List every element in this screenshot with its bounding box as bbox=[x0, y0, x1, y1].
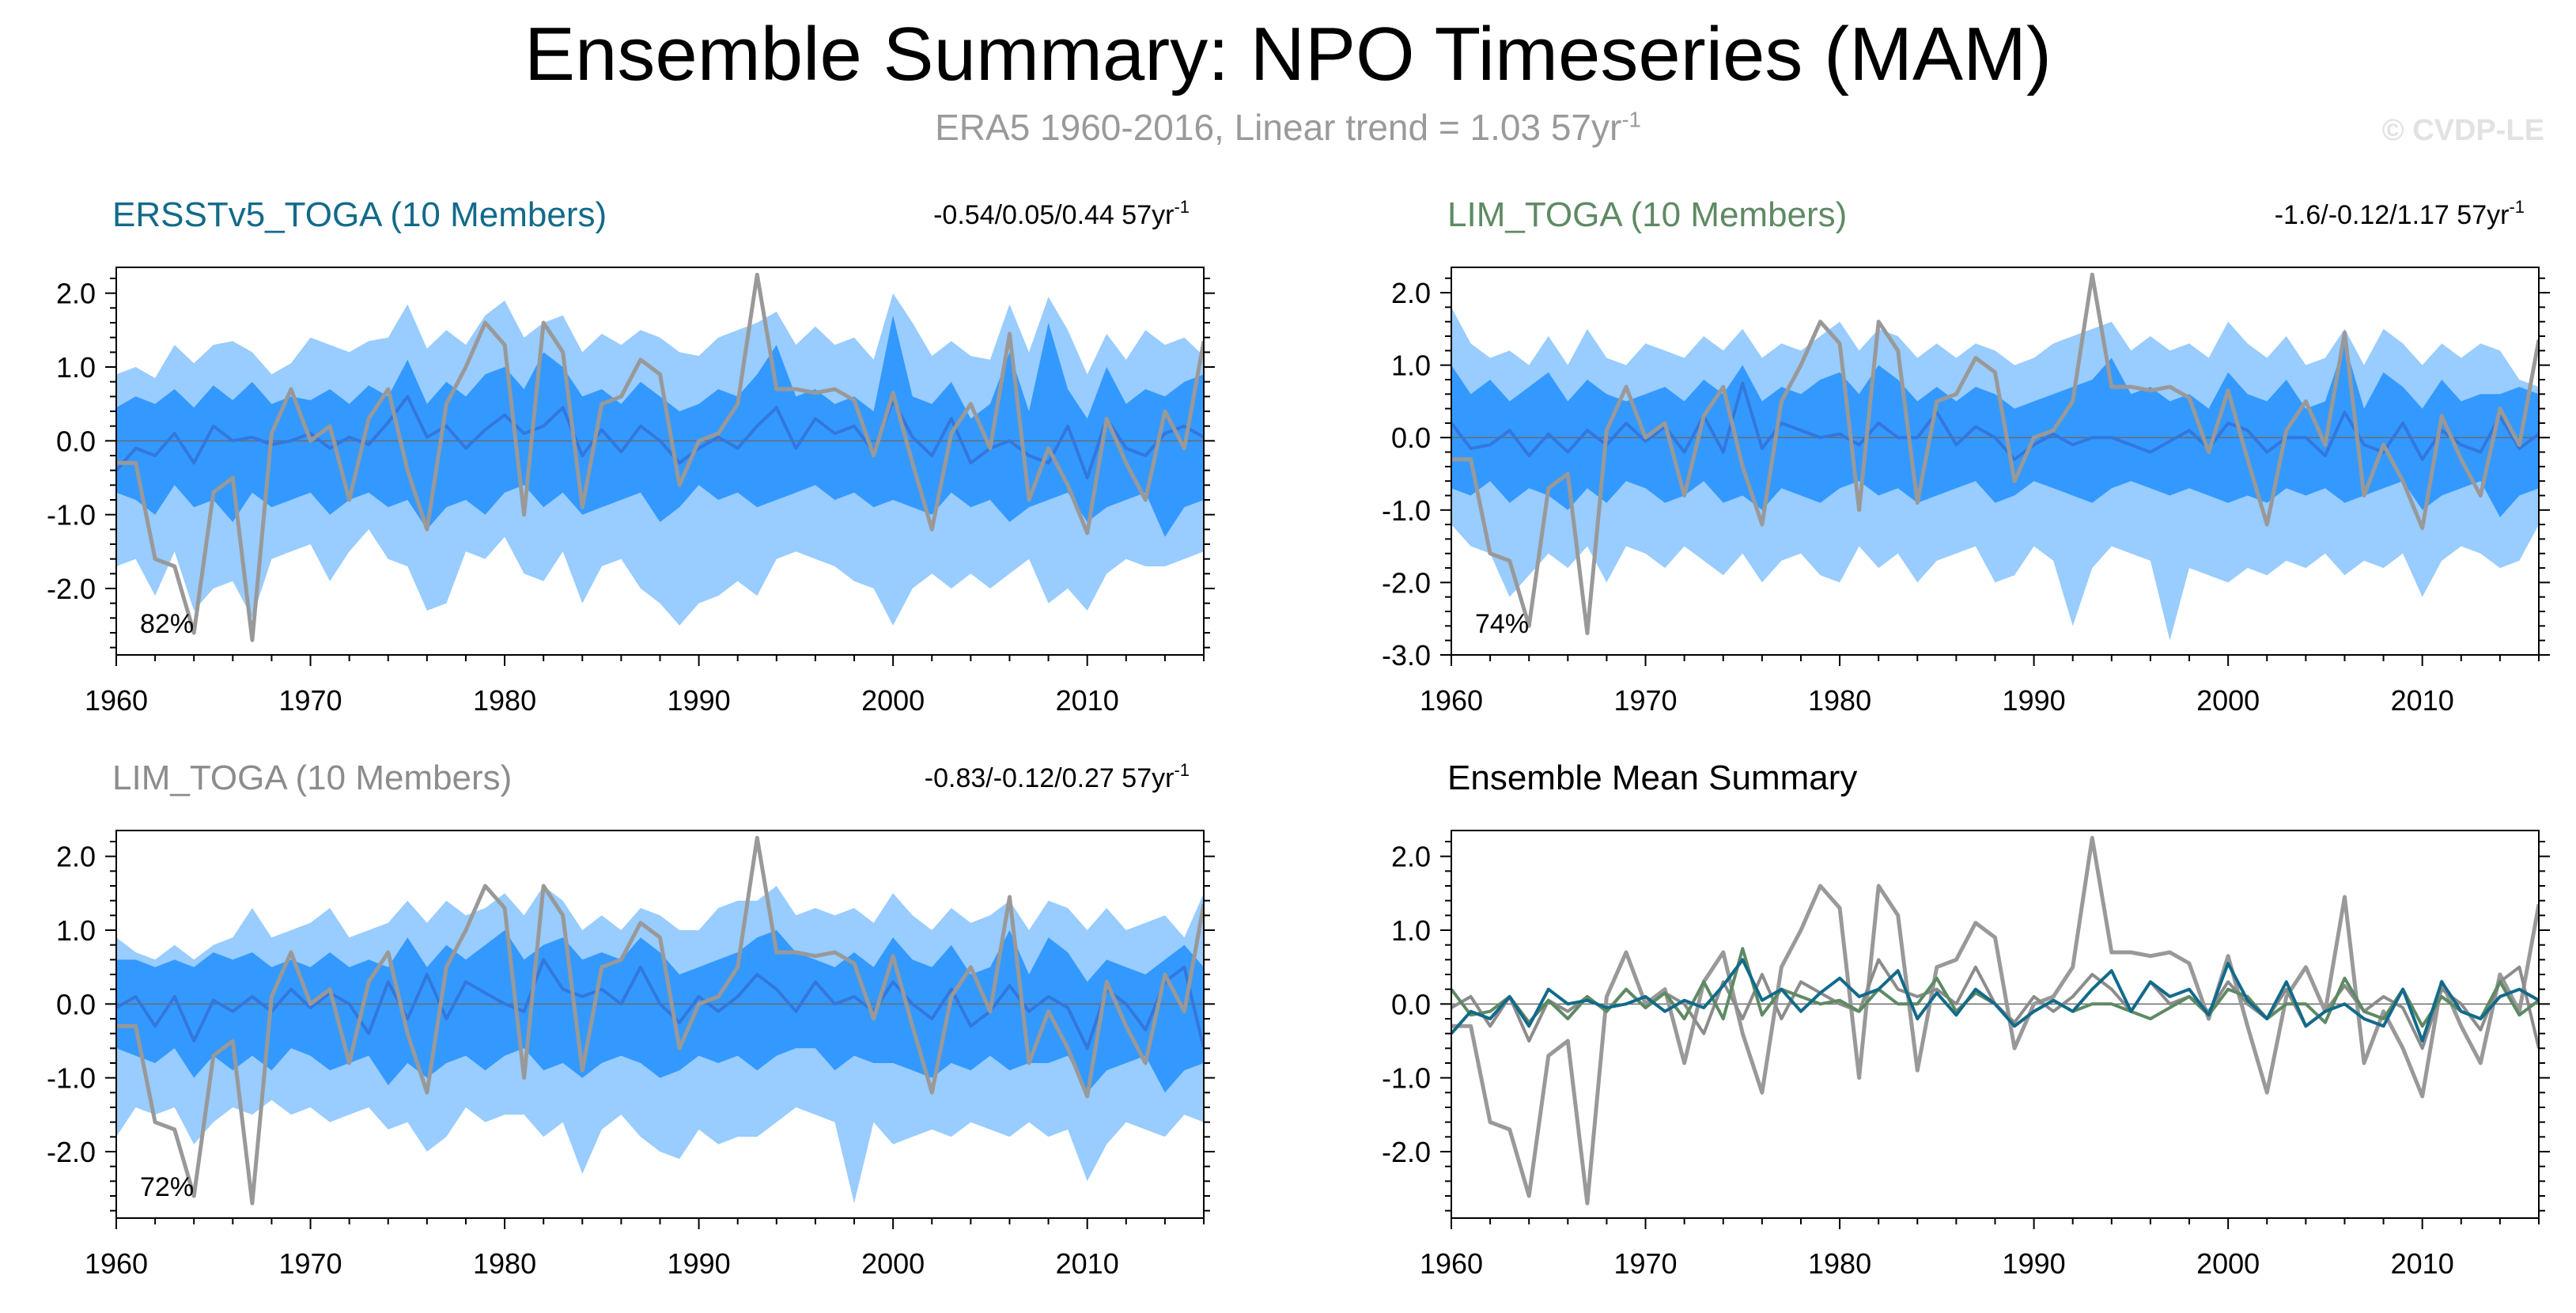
percent-label: 82% bbox=[140, 609, 194, 639]
series-line-3 bbox=[1451, 958, 2539, 1042]
inner-range-band bbox=[116, 930, 1204, 1093]
x-tick-label: 2010 bbox=[1056, 684, 1119, 717]
subtitle-text: ERA5 1960-2016, Linear trend = 1.03 57yr bbox=[935, 107, 1622, 148]
y-tick-label: -2.0 bbox=[1382, 1136, 1431, 1168]
y-tick-label: -1.0 bbox=[1382, 1062, 1431, 1095]
observed-line bbox=[116, 835, 1204, 1205]
x-tick-label: 1980 bbox=[473, 1247, 536, 1280]
chart-panel-top-left: 1960 1970 1980 1990 2000 2010 -2.0 -1.0 0.0 1.0 2.… bbox=[47, 195, 1215, 717]
y-tick-label: -1.0 bbox=[1382, 494, 1431, 527]
plot-area bbox=[116, 272, 1204, 642]
x-tick-label: 2000 bbox=[861, 684, 925, 717]
panel-title: LIM_TOGA (10 Members) bbox=[112, 759, 512, 797]
y-tick-label: 1.0 bbox=[56, 351, 96, 384]
y-tick-label: 0.0 bbox=[56, 425, 96, 457]
x-tick-label: 1980 bbox=[473, 684, 536, 717]
page-title: Ensemble Summary: NPO Timeseries (MAM) bbox=[524, 12, 2052, 96]
inner-range-band bbox=[116, 315, 1204, 537]
chart-panel-bottom-right: 1960 1970 1980 1990 2000 2010 -2.0 -1.0 0.0 1.0 2.… bbox=[1382, 759, 2550, 1280]
x-tick-label: 2010 bbox=[2391, 1247, 2454, 1280]
y-tick-label: 1.0 bbox=[1391, 914, 1431, 947]
y-tick-label: 2.0 bbox=[56, 841, 96, 873]
y-tick-label: 2.0 bbox=[56, 278, 96, 310]
y-tick-label: 1.0 bbox=[56, 914, 96, 947]
x-tick-label: 1980 bbox=[1808, 1247, 1871, 1280]
x-tick-label: 1970 bbox=[278, 1247, 342, 1280]
percent-label: 74% bbox=[1475, 609, 1529, 639]
x-tick-label: 1990 bbox=[668, 684, 731, 717]
chart-panel-top-right: 1960 1970 1980 1990 2000 2010 -3.0 -2.0 -1.0 0.0 1… bbox=[1382, 195, 2550, 717]
watermark: © CVDP-LE bbox=[2381, 114, 2544, 147]
y-tick-label: -2.0 bbox=[47, 573, 96, 605]
x-tick-label: 1960 bbox=[1420, 1247, 1483, 1280]
observed-line bbox=[116, 272, 1204, 642]
x-tick-label: 2000 bbox=[2196, 684, 2260, 717]
y-tick-label: 2.0 bbox=[1391, 277, 1431, 309]
x-tick-label: 2010 bbox=[2391, 684, 2454, 717]
y-tick-label: 2.0 bbox=[1391, 841, 1431, 873]
observed-line bbox=[1451, 272, 2539, 635]
y-tick-label: 1.0 bbox=[1391, 350, 1431, 382]
y-tick-label: -1.0 bbox=[47, 499, 96, 532]
plot-area bbox=[116, 835, 1204, 1205]
x-tick-label: 1970 bbox=[1613, 1247, 1677, 1280]
x-tick-label: 2000 bbox=[861, 1247, 925, 1280]
x-tick-label: 1990 bbox=[2003, 1247, 2066, 1280]
plot-area bbox=[1451, 835, 2539, 1205]
y-tick-label: -3.0 bbox=[1382, 639, 1431, 672]
x-tick-label: 1970 bbox=[1613, 684, 1677, 717]
percent-label: 72% bbox=[140, 1172, 194, 1202]
x-tick-label: 1980 bbox=[1808, 684, 1871, 717]
panel-title: LIM_TOGA (10 Members) bbox=[1447, 195, 1847, 234]
panel-title: Ensemble Mean Summary bbox=[1447, 759, 1857, 797]
series-line-0 bbox=[1451, 835, 2539, 1205]
trend-label: -1.6/-0.12/1.17 57yr-1 bbox=[2275, 197, 2525, 230]
x-tick-label: 1960 bbox=[85, 1247, 148, 1280]
y-tick-label: 0.0 bbox=[56, 988, 96, 1020]
inner-range-band bbox=[1451, 343, 2539, 517]
y-tick-label: 0.0 bbox=[1391, 988, 1431, 1020]
x-tick-label: 2000 bbox=[2196, 1247, 2260, 1280]
trend-label: -0.83/-0.12/0.27 57yr-1 bbox=[925, 760, 1190, 793]
x-tick-label: 1960 bbox=[1420, 684, 1483, 717]
panel-title: ERSSTv5_TOGA (10 Members) bbox=[112, 195, 607, 234]
trend-label: -0.54/0.05/0.44 57yr-1 bbox=[933, 197, 1190, 230]
x-tick-label: 2010 bbox=[1056, 1247, 1119, 1280]
page-subtitle: ERA5 1960-2016, Linear trend = 1.03 57yr… bbox=[0, 106, 2576, 149]
y-tick-label: -1.0 bbox=[47, 1062, 96, 1095]
y-tick-label: -2.0 bbox=[1382, 566, 1431, 599]
x-tick-label: 1990 bbox=[668, 1247, 731, 1280]
subtitle-sup: -1 bbox=[1621, 107, 1641, 132]
series-line-2 bbox=[1451, 947, 2539, 1028]
x-tick-label: 1970 bbox=[278, 684, 342, 717]
y-tick-label: -2.0 bbox=[47, 1136, 96, 1168]
y-tick-label: 0.0 bbox=[1391, 422, 1431, 454]
x-tick-label: 1990 bbox=[2003, 684, 2066, 717]
plot-area bbox=[1451, 272, 2539, 641]
x-tick-label: 1960 bbox=[85, 684, 148, 717]
chart-panel-bottom-left: 1960 1970 1980 1990 2000 2010 -2.0 -1.0 0.0 1.0 2.… bbox=[47, 759, 1215, 1280]
